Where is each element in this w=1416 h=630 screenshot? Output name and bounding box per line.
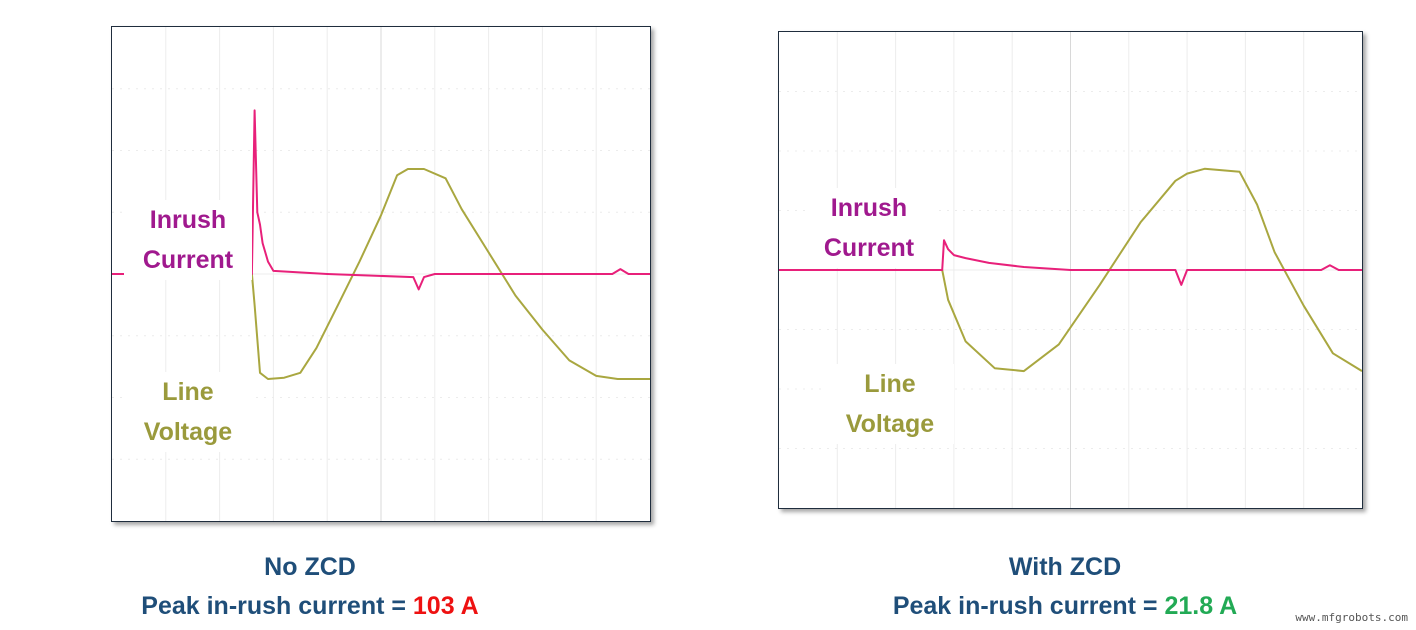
inrush-current-label: Inrush Current	[805, 188, 933, 268]
line-voltage-label: Line Voltage	[124, 372, 252, 452]
caption-prefix: Peak in-rush current =	[141, 592, 413, 620]
caption-title: No ZCD	[264, 553, 356, 581]
inrush-current-label: Inrush Current	[124, 200, 252, 280]
line-voltage-trace	[112, 168, 650, 380]
caption-title: With ZCD	[1008, 553, 1122, 581]
inrush-current-trace	[779, 239, 1362, 286]
caption-with-zcd: With ZCD Peak in-rush current = 21.8 A	[870, 553, 1260, 621]
caption-prefix: Peak in-rush current =	[892, 592, 1165, 620]
line-voltage-trace	[779, 167, 1362, 373]
scope-plot-with-zcd	[779, 32, 1362, 508]
caption-peak-line: Peak in-rush current = 21.8 A	[870, 592, 1260, 621]
watermark: www.mfgrobots.com	[1295, 611, 1408, 624]
caption-no-zcd: No ZCD Peak in-rush current = 103 A	[120, 553, 500, 621]
line-voltage-label: Line Voltage	[826, 364, 954, 444]
inrush-current-trace	[112, 109, 650, 291]
peak-value-good: 21.8 A	[1164, 592, 1238, 620]
peak-value-bad: 103 A	[412, 592, 479, 620]
caption-peak-line: Peak in-rush current = 103 A	[120, 592, 500, 621]
